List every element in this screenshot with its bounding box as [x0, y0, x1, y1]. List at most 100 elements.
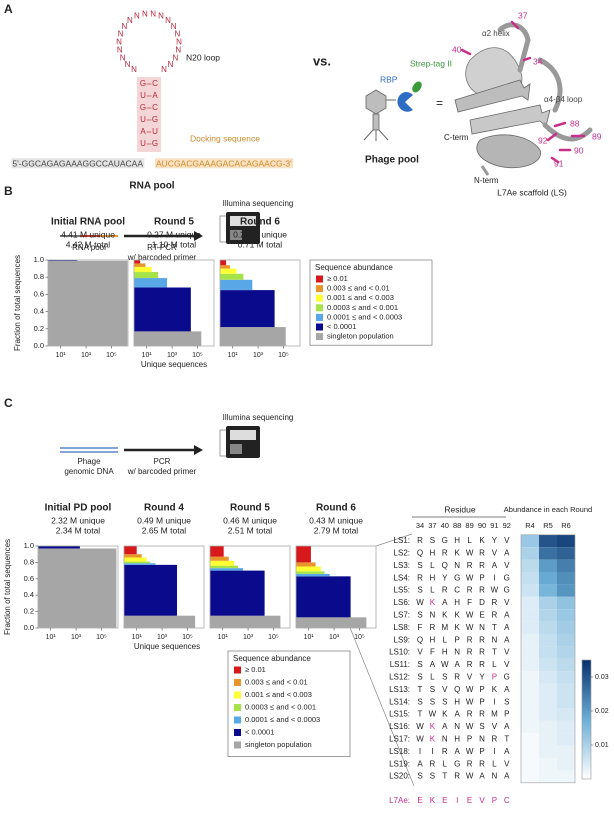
sequencer-screen — [230, 216, 256, 226]
y-tick-label: 0.6 — [34, 289, 44, 298]
workflow-input: Phage — [77, 457, 101, 466]
docking-sequence: AUCGACGAAAGACACAGAACG-3' — [156, 158, 292, 168]
abundance-block — [124, 563, 156, 565]
heatmap-cell — [539, 708, 557, 721]
legend-swatch — [316, 275, 323, 283]
panel-title: Round 5 — [154, 217, 194, 228]
residue: P — [467, 735, 472, 744]
row-label: LS2: — [394, 549, 410, 558]
legend-label: 0.0001 ≤ and < 0.0003 — [245, 715, 320, 724]
heatmap-cell — [521, 646, 539, 659]
legend-title: Sequence abundance — [233, 654, 311, 663]
y-tick-label: 1.0 — [24, 541, 34, 550]
rbp-icon — [397, 91, 413, 112]
heatmap-cell — [539, 534, 557, 548]
loop-nucleotide: N — [174, 29, 180, 38]
residue: K — [442, 710, 448, 719]
heatmap-cell — [539, 720, 557, 734]
residue: M — [441, 623, 448, 632]
abundance-block — [220, 290, 275, 328]
residue: A — [455, 660, 461, 669]
residue: A — [430, 660, 436, 669]
residue: N — [442, 735, 448, 744]
row-label: L7Ae: — [389, 796, 410, 805]
residue: I — [431, 747, 433, 756]
heatmap-cell — [539, 634, 557, 647]
colorbar-label: 0.01 — [595, 742, 609, 749]
residue: K — [455, 611, 461, 620]
residue: T — [492, 623, 497, 632]
row-label: LS3: — [394, 561, 410, 570]
residue: R — [467, 759, 473, 768]
residue: Y — [492, 536, 498, 545]
legend-swatch — [234, 679, 241, 686]
abundance-block — [124, 615, 196, 628]
residue: G — [504, 673, 510, 682]
residue: V — [504, 598, 510, 607]
loop-nucleotide: N — [142, 9, 148, 18]
residue: A — [504, 623, 510, 632]
residue: W — [466, 623, 474, 632]
strep-tag-icon — [412, 81, 422, 93]
residue: W — [429, 710, 437, 719]
residue-position: 37 — [428, 521, 436, 530]
abundance-block — [210, 546, 224, 557]
legend-label: < 0.0001 — [245, 727, 274, 736]
abundance-block — [220, 273, 244, 280]
phage-head — [365, 89, 387, 115]
legend-label: 0.0003 ≤ and < 0.001 — [327, 303, 398, 312]
legend-label: 0.003 ≤ and < 0.01 — [327, 284, 390, 293]
workflow-step: w/ barcoded primer — [127, 467, 197, 476]
workflow-input: RNA pool — [72, 243, 106, 252]
residue-number: 40 — [452, 44, 462, 54]
row-label: LS8: — [394, 623, 410, 632]
phage-pool-caption: Phage pool — [365, 155, 419, 166]
residue: C — [454, 586, 460, 595]
panel-title: Round 6 — [240, 217, 280, 228]
loop-label: α4-β4 loop — [544, 95, 583, 104]
residue-position: 92 — [503, 521, 511, 530]
abundance-block — [134, 266, 152, 273]
residue: L — [467, 536, 472, 545]
x-tick-label: 10⁵ — [96, 634, 107, 641]
residue: P — [479, 697, 484, 706]
workflow-step: w/ barcoded primer — [127, 253, 197, 262]
residue: F — [467, 598, 472, 607]
y-axis-label: Fraction of total sequences — [3, 539, 12, 635]
heatmap-cell — [521, 696, 539, 709]
heatmap-cell — [539, 696, 557, 709]
residue: K — [430, 722, 436, 731]
residue: W — [466, 549, 474, 558]
heatmap-cell — [539, 770, 557, 783]
sequencer-slot — [230, 230, 242, 240]
residue: R — [442, 747, 448, 756]
ribbon — [476, 134, 541, 169]
panel-title: Round 6 — [316, 503, 356, 514]
legend-label: ≥ 0.01 — [327, 274, 348, 283]
heatmap-cell — [521, 671, 539, 684]
residue: V — [504, 561, 510, 570]
abundance-block — [220, 268, 237, 274]
row-label: LS17: — [389, 735, 410, 744]
residue: R — [467, 586, 473, 595]
x-tick-label: 10¹ — [228, 352, 239, 359]
x-tick-label: 10³ — [71, 634, 82, 641]
abundance-block — [210, 570, 265, 616]
legend-label: 0.001 ≤ and < 0.003 — [327, 293, 394, 302]
loop-label: N20 loop — [186, 52, 220, 62]
colorbar — [581, 659, 592, 780]
residue: T — [418, 710, 423, 719]
residue: P — [479, 573, 484, 582]
stem-nucleotide: U — [152, 127, 158, 136]
abundance-block — [124, 554, 142, 558]
row-label: LS16: — [389, 722, 410, 731]
panel-subtitle: 2.79 M total — [314, 525, 359, 535]
legend-swatch — [234, 716, 241, 724]
stem-nucleotide: U — [140, 139, 146, 148]
residue: R — [442, 549, 448, 558]
heatmap-cell — [557, 708, 575, 721]
heatmap-cell — [539, 758, 557, 771]
heatmap-cell — [557, 671, 575, 684]
loop-nucleotide: N — [120, 53, 126, 62]
loop-nucleotide: N — [134, 12, 140, 21]
